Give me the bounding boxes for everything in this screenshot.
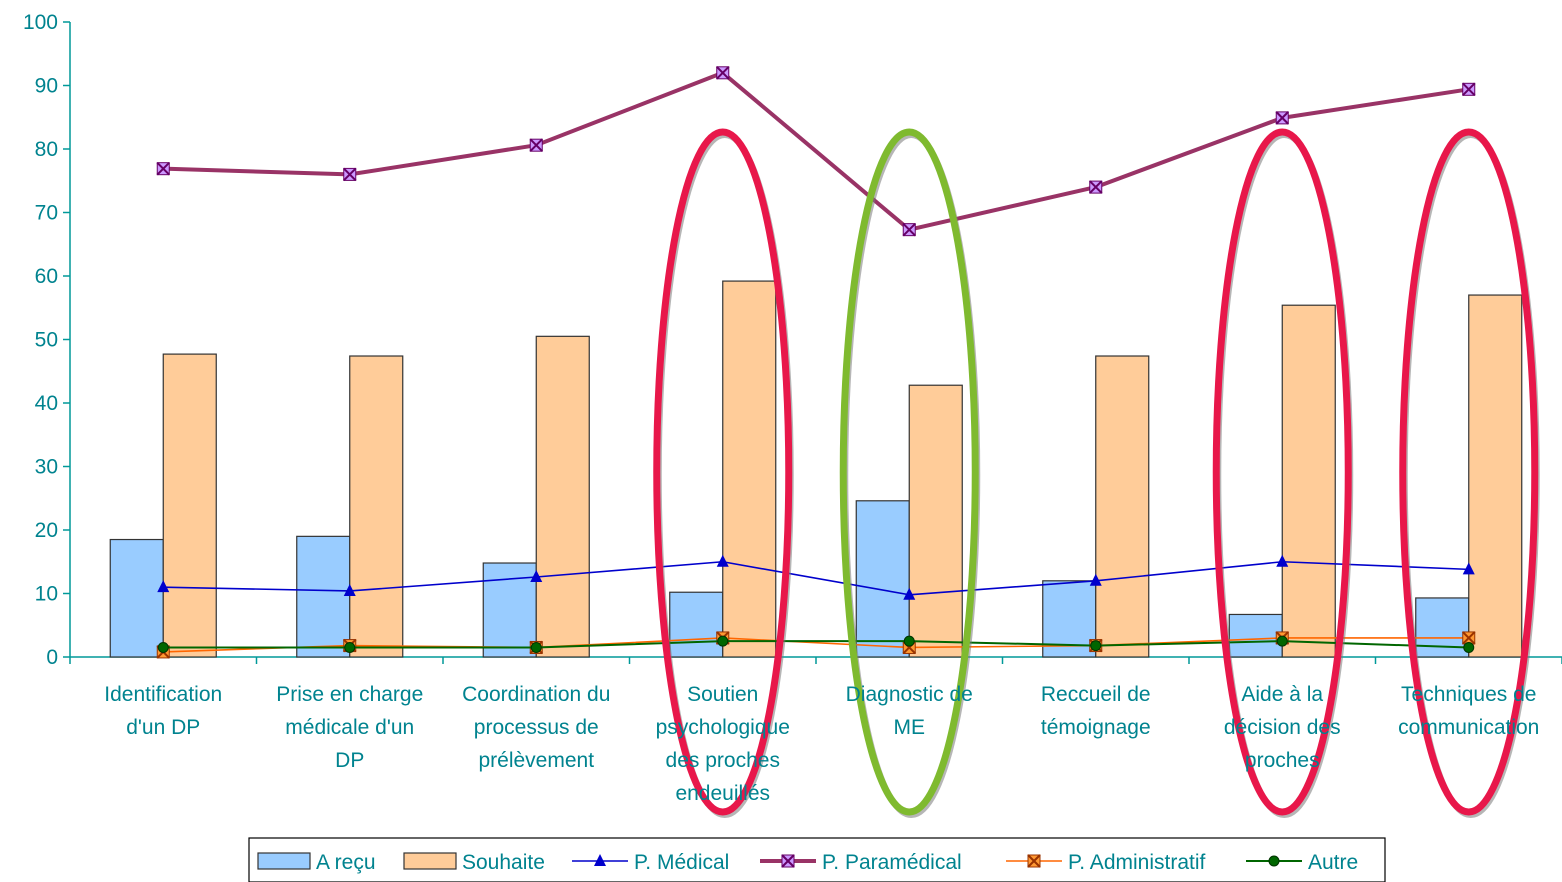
y-tick-label: 100	[23, 11, 58, 34]
bar-a-recu	[669, 591, 724, 658]
legend-label-p-administratif: P. Administratif	[1068, 851, 1206, 874]
y-tick-label: 80	[35, 138, 58, 161]
bar-souhaite	[349, 355, 404, 658]
x-category-label: Identification d'un DP	[104, 683, 222, 739]
point-p-administratif-x2	[1462, 631, 1476, 645]
bar-a-recu	[1228, 613, 1283, 658]
legend-swatch-souhaite	[403, 852, 457, 870]
line-p-param-dical	[163, 70, 1470, 232]
line-p-administratif	[163, 637, 1469, 653]
highlight-ellipse	[1399, 128, 1539, 816]
bar-souhaite	[162, 353, 217, 658]
bar-a-recu	[296, 535, 351, 658]
highlight-ellipses	[653, 128, 1540, 818]
point-p-m-dical	[1276, 554, 1289, 567]
legend-marker-p-param-dical-x2	[781, 854, 795, 868]
x-category-label: Soutien psychologique des proches endeuillé…	[656, 683, 790, 805]
point-p-m-dical	[530, 569, 543, 582]
y-tick-label: 40	[35, 392, 58, 415]
point-autre	[717, 635, 729, 647]
point-p-param-dical-x2	[1089, 180, 1103, 194]
y-tick-label: 60	[35, 265, 58, 288]
x-category-label: Techniques de communication	[1398, 683, 1539, 739]
bar-souhaite	[722, 280, 777, 658]
point-autre	[1090, 640, 1102, 652]
point-p-m-dical	[1089, 573, 1102, 586]
y-axis: 0 10 20 30 40 50 60 70 80 90 100	[23, 11, 71, 669]
legend-label-p-m-dical: P. Médical	[634, 851, 729, 874]
bar-souhaite	[1095, 355, 1150, 658]
y-tick-label: 30	[35, 456, 58, 479]
y-tick-label: 90	[35, 75, 58, 98]
point-p-m-dical	[716, 554, 729, 567]
bar-souhaite	[1281, 304, 1336, 658]
bar-a-recu	[855, 500, 910, 658]
point-autre	[344, 641, 356, 653]
point-p-m-dical	[1462, 562, 1475, 575]
x-category-label: Diagnostic de ME	[846, 683, 973, 739]
point-autre	[530, 641, 542, 653]
series-lines	[156, 66, 1476, 659]
line-p-m-dical	[163, 560, 1469, 596]
legend-label-autre: Autre	[1308, 851, 1358, 874]
point-autre	[1463, 641, 1475, 653]
point-p-m-dical	[157, 580, 170, 593]
point-autre	[903, 635, 915, 647]
point-p-param-dical-x2	[716, 66, 730, 80]
x-category-label: Prise en charge médicale d'un DP	[276, 683, 423, 772]
line-autre	[163, 640, 1469, 649]
highlight-ellipse	[1212, 128, 1352, 816]
y-tick-label: 50	[35, 329, 58, 352]
point-autre	[157, 641, 169, 653]
x-category-label: Reccueil de témoignage	[1041, 683, 1151, 739]
bar-souhaite	[535, 335, 590, 658]
point-autre	[1276, 635, 1288, 647]
y-tick-label: 70	[35, 202, 58, 225]
legend-marker-p-m-dical	[594, 854, 606, 866]
point-p-m-dical	[343, 583, 356, 596]
y-tick-label: 20	[35, 519, 58, 542]
y-tick-label: 0	[46, 646, 58, 669]
legend-swatch-a-re-u	[257, 852, 311, 870]
bar-souhaite	[1468, 294, 1523, 658]
legend-label-souhaite: Souhaite	[462, 851, 545, 874]
point-p-param-dical-x2	[156, 161, 170, 176]
highlight-ellipse	[839, 128, 979, 816]
point-p-m-dical	[903, 587, 916, 600]
x-category-label: Coordination du processus de prélèvement	[462, 683, 610, 772]
y-tick-label: 10	[35, 583, 58, 606]
legend-marker-p-administratif-x2	[1027, 854, 1041, 868]
bars	[109, 280, 1523, 658]
point-p-param-dical-x2	[343, 167, 357, 182]
category-labels: Identification d'un DP Prise en charge médi…	[104, 683, 1539, 805]
legend-label-p-param-dical: P. Paramédical	[822, 851, 962, 874]
legend-label-a-re-u: A reçu	[316, 851, 376, 874]
bar-souhaite	[908, 384, 963, 658]
point-p-param-dical-x2	[902, 222, 916, 237]
point-p-param-dical-x2	[529, 138, 543, 152]
legend-marker-autre	[1268, 855, 1280, 867]
point-p-param-dical-x2	[1462, 82, 1476, 97]
bar-a-recu	[109, 538, 164, 658]
x-category-label: Aide à la décision des proches	[1224, 683, 1341, 772]
highlight-ellipse	[653, 128, 793, 816]
legend: A reçu Souhaite P. Médical P. Paramédical P.…	[248, 837, 1386, 882]
point-p-param-dical-x2	[1275, 111, 1289, 125]
